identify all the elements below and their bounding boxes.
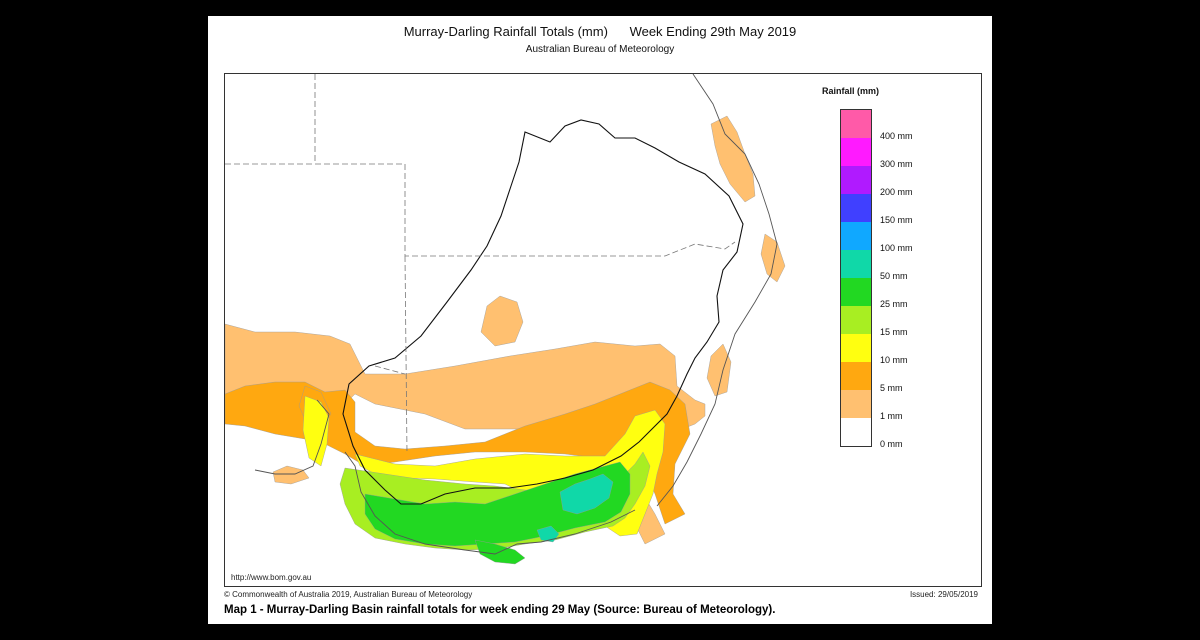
- legend-swatch: [841, 306, 871, 334]
- legend-title: Rainfall (mm): [822, 86, 880, 96]
- legend-label: 0 mm: [880, 439, 903, 449]
- legend-swatch: [841, 390, 871, 418]
- legend-label: 50 mm: [880, 271, 908, 281]
- legend-label: 200 mm: [880, 187, 913, 197]
- rainfall-map-figure: Murray-Darling Rainfall Totals (mm) Week…: [208, 16, 992, 624]
- rainfall-zone-50-100mm: [536, 473, 614, 543]
- legend-swatch: [841, 418, 871, 446]
- legend-label: 300 mm: [880, 159, 913, 169]
- legend-swatch: [841, 250, 871, 278]
- legend-label: 10 mm: [880, 355, 908, 365]
- rainfall-zone-1-5mm: [225, 115, 786, 545]
- legend-label: 25 mm: [880, 299, 908, 309]
- source-url[interactable]: http://www.bom.gov.au: [231, 573, 312, 582]
- rainfall-map: [225, 74, 786, 565]
- legend-label: 150 mm: [880, 215, 913, 225]
- copyright-notice: © Commonwealth of Australia 2019, Austra…: [224, 590, 473, 599]
- legend-swatch: [841, 166, 871, 194]
- figure-caption: Map 1 - Murray-Darling Basin rainfall to…: [224, 604, 776, 616]
- legend-color-bar: [840, 109, 872, 447]
- legend-swatch: [841, 222, 871, 250]
- legend-swatch: [841, 334, 871, 362]
- issued-date: Issued: 29/05/2019: [909, 590, 978, 599]
- map-subtitle: Australian Bureau of Meteorology: [525, 44, 675, 55]
- coastline: [254, 74, 778, 555]
- legend-swatch: [841, 110, 871, 138]
- murray-darling-basin-boundary: [342, 119, 744, 505]
- legend-label: 15 mm: [880, 327, 908, 337]
- legend-swatch: [841, 138, 871, 166]
- state-borders: [225, 74, 736, 455]
- legend-label: 1 mm: [880, 411, 903, 421]
- legend-swatch: [841, 362, 871, 390]
- legend-label: 5 mm: [880, 383, 903, 393]
- legend-label: 100 mm: [880, 243, 913, 253]
- legend-swatch: [841, 278, 871, 306]
- legend-label: 400 mm: [880, 131, 913, 141]
- legend-swatch: [841, 194, 871, 222]
- map-title: Murray-Darling Rainfall Totals (mm) Week…: [403, 24, 797, 39]
